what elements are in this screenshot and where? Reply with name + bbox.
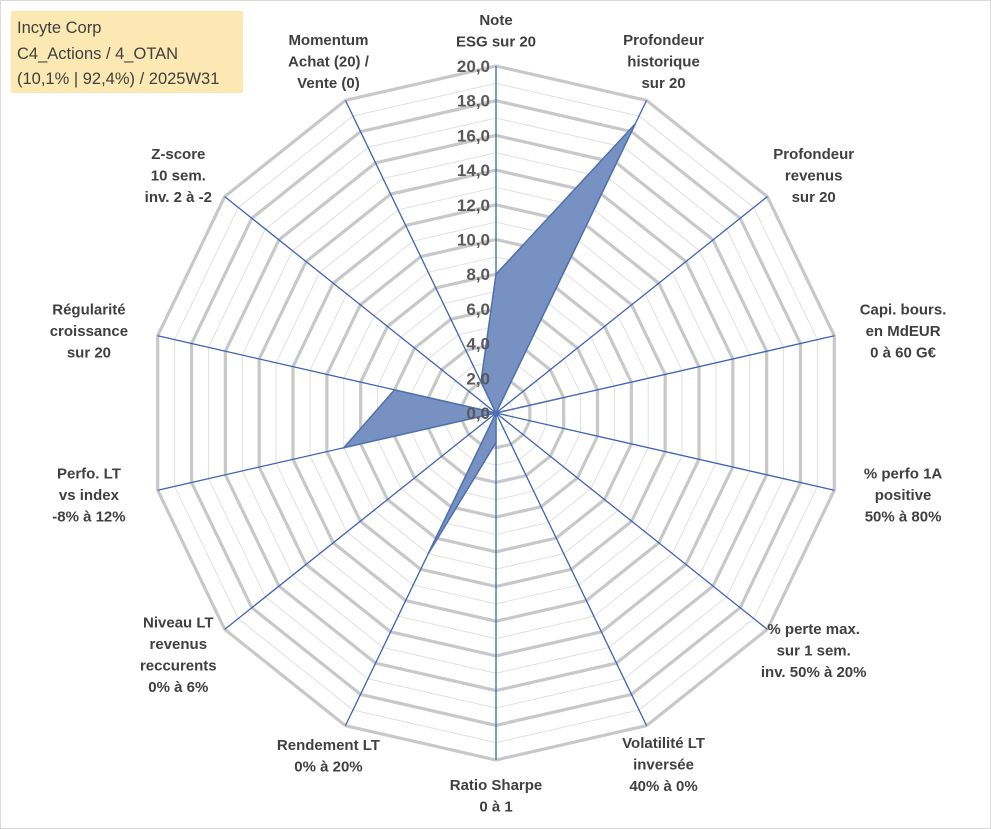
category-label-line: Niveau LT xyxy=(143,615,214,632)
category-label: Profondeur historique sur 20 xyxy=(623,32,704,92)
category-label-line: en MdEUR xyxy=(866,323,941,340)
category-label-line: reccurents xyxy=(140,658,217,675)
category-label: Capi. bours. en MdEUR 0 à 60 G€ xyxy=(860,302,947,362)
axis-spoke xyxy=(495,412,768,630)
category-label-line: 0% à 20% xyxy=(294,758,362,775)
radial-tick-label: 10,0 xyxy=(457,231,490,250)
category-label-line: Note xyxy=(479,12,512,29)
category-label-line: positive xyxy=(875,487,932,504)
category-label-line: Perfo. LT xyxy=(57,465,121,482)
category-label-line: historique xyxy=(627,54,700,71)
radial-tick-label: 2,0 xyxy=(466,369,490,388)
category-label-line: sur 20 xyxy=(792,189,836,206)
category-label-line: % perte max. xyxy=(767,621,860,638)
axis-spoke xyxy=(495,412,648,726)
radial-tick-label: 6,0 xyxy=(466,300,490,319)
category-label-line: inversée xyxy=(633,756,694,773)
category-label: % perte max. sur 1 sem. inv. 50% à 20% xyxy=(761,621,867,681)
category-label-line: ESG sur 20 xyxy=(456,33,536,50)
info-title: Incyte Corp xyxy=(17,19,102,37)
category-label: % perfo 1A positive 50% à 80% xyxy=(864,465,943,525)
category-label-line: Z-score xyxy=(151,146,205,163)
category-label-line: vs index xyxy=(59,487,120,504)
category-label: Momentum Achat (20) / Vente (0) xyxy=(288,32,370,92)
category-label-line: Régularité xyxy=(52,302,125,319)
category-label: Perfo. LT vs index -8% à 12% xyxy=(52,465,125,525)
category-label-line: Capi. bours. xyxy=(860,302,947,319)
category-label-line: Rendement LT xyxy=(277,737,380,754)
radial-tick-label: 14,0 xyxy=(457,161,490,180)
category-label: Profondeur revenus sur 20 xyxy=(773,146,854,206)
category-label: Régularité croissance sur 20 xyxy=(50,302,128,362)
category-label-line: Achat (20) / xyxy=(288,54,370,71)
axis-spoke xyxy=(224,412,497,630)
radial-tick-label: 16,0 xyxy=(457,126,490,145)
info-category: C4_Actions / 4_OTAN xyxy=(17,44,179,63)
category-label-line: croissance xyxy=(50,323,128,340)
category-label-line: sur 1 sem. xyxy=(777,643,851,660)
category-label-line: 10 sem. xyxy=(151,167,206,184)
info-box: Incyte Corp C4_Actions / 4_OTAN (10,1% |… xyxy=(11,11,243,93)
category-label-line: sur 20 xyxy=(67,345,111,362)
category-label: Volatilité LT inversée 40% à 0% xyxy=(622,735,705,795)
radial-tick-label: 4,0 xyxy=(466,335,490,354)
category-label-line: Profondeur xyxy=(773,146,854,163)
axis-spoke xyxy=(495,412,835,491)
series-area-layer xyxy=(341,123,636,555)
info-stats: (10,1% | 92,4%) / 2025W31 xyxy=(17,70,220,88)
category-label-line: 0% à 6% xyxy=(148,679,208,696)
category-labels: Note ESG sur 20 Profondeur historique sur 20… xyxy=(50,12,947,816)
category-label: Z-score 10 sem. inv. 2 à -2 xyxy=(145,146,212,206)
radial-tick-label: 8,0 xyxy=(466,265,490,284)
category-label-line: Vente (0) xyxy=(297,75,360,92)
category-label-line: Volatilité LT xyxy=(622,735,705,752)
category-label-line: -8% à 12% xyxy=(52,508,125,525)
radial-tick-label: 18,0 xyxy=(457,92,490,111)
category-label-line: revenus xyxy=(150,636,208,653)
category-label: Ratio Sharpe 0 à 1 xyxy=(450,777,543,816)
category-label-line: 0 à 60 G€ xyxy=(870,345,937,362)
category-label-line: 40% à 0% xyxy=(629,778,697,795)
axis-spoke xyxy=(224,196,497,414)
category-label-line: 0 à 1 xyxy=(479,798,512,815)
category-label-line: inv. 2 à -2 xyxy=(145,189,212,206)
category-label-line: inv. 50% à 20% xyxy=(761,664,867,681)
category-label: Niveau LT revenus reccurents 0% à 6% xyxy=(140,615,217,697)
category-label-line: 50% à 80% xyxy=(865,508,942,525)
category-label-line: Momentum xyxy=(288,32,368,49)
category-label-line: revenus xyxy=(785,167,843,184)
category-label-line: Ratio Sharpe xyxy=(450,777,543,794)
category-label-line: sur 20 xyxy=(641,75,685,92)
radial-tick-labels: 0,0 2,0 4,0 6,0 8,0 10,0 12,0 14,0 16,0 18,0 20,0 xyxy=(457,57,490,423)
axis-spoke xyxy=(344,100,497,414)
radial-tick-label: 0,0 xyxy=(466,404,490,423)
radial-tick-label: 20,0 xyxy=(457,57,490,76)
category-label-line: % perfo 1A xyxy=(864,465,943,482)
category-label: Note ESG sur 20 xyxy=(456,12,536,51)
series-area xyxy=(341,123,636,555)
category-label: Rendement LT 0% à 20% xyxy=(277,737,380,776)
radial-tick-label: 12,0 xyxy=(457,196,490,215)
axis-spoke xyxy=(495,196,768,414)
category-label-line: Profondeur xyxy=(623,32,704,49)
